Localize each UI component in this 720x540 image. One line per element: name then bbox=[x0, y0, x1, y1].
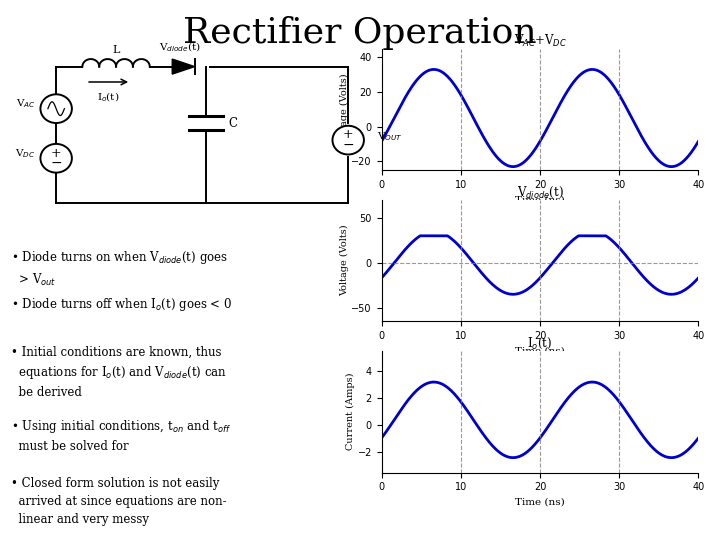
Polygon shape bbox=[172, 59, 194, 74]
Text: I$_o$(t): I$_o$(t) bbox=[97, 91, 120, 104]
Circle shape bbox=[40, 144, 72, 173]
X-axis label: Time (ns): Time (ns) bbox=[515, 498, 565, 507]
Text: −: − bbox=[343, 138, 354, 152]
Text: V$_{AC}$: V$_{AC}$ bbox=[16, 97, 35, 110]
Y-axis label: Voltage (Volts): Voltage (Volts) bbox=[339, 73, 348, 145]
X-axis label: Time (ns): Time (ns) bbox=[515, 195, 565, 204]
Text: V$_{diode}$(t): V$_{diode}$(t) bbox=[159, 40, 201, 53]
Title: V$_{AC}$+V$_{DC}$: V$_{AC}$+V$_{DC}$ bbox=[513, 32, 567, 49]
Text: • Diode turns off when I$_o$(t) goes < 0: • Diode turns off when I$_o$(t) goes < 0 bbox=[11, 296, 232, 313]
Y-axis label: Current (Amps): Current (Amps) bbox=[346, 373, 355, 450]
Text: • Diode turns on when V$_{diode}$(t) goes
  > V$_{out}$: • Diode turns on when V$_{diode}$(t) goe… bbox=[11, 249, 228, 288]
Text: +: + bbox=[343, 129, 354, 141]
Text: L: L bbox=[112, 45, 120, 55]
Text: • Initial conditions are known, thus
  equations for I$_o$(t) and V$_{diode}$(t): • Initial conditions are known, thus equ… bbox=[11, 346, 227, 400]
Text: +: + bbox=[51, 147, 61, 160]
Text: V$_{OUT}$: V$_{OUT}$ bbox=[377, 130, 403, 143]
X-axis label: Time (ns): Time (ns) bbox=[515, 347, 565, 355]
Text: V$_{DC}$: V$_{DC}$ bbox=[15, 147, 35, 159]
Circle shape bbox=[40, 94, 72, 123]
Title: I$_o$(t): I$_o$(t) bbox=[528, 336, 552, 351]
Text: • Using initial conditions, t$_{on}$ and t$_{off}$
  must be solved for: • Using initial conditions, t$_{on}$ and… bbox=[11, 418, 231, 454]
Text: • Closed form solution is not easily
  arrived at since equations are non-
  lin: • Closed form solution is not easily arr… bbox=[11, 477, 226, 526]
Y-axis label: Voltage (Volts): Voltage (Volts) bbox=[339, 225, 348, 296]
Text: Rectifier Operation: Rectifier Operation bbox=[183, 16, 537, 50]
Circle shape bbox=[333, 126, 364, 154]
Text: C: C bbox=[228, 117, 238, 130]
Text: −: − bbox=[50, 157, 62, 171]
Title: V$_{diode}$(t): V$_{diode}$(t) bbox=[516, 185, 564, 200]
